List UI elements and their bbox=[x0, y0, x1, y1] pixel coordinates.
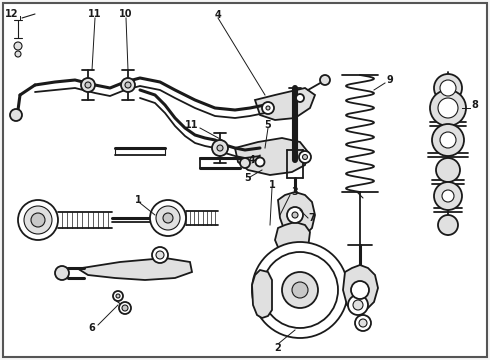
Circle shape bbox=[355, 315, 371, 331]
Circle shape bbox=[434, 74, 462, 102]
Circle shape bbox=[119, 302, 131, 314]
Text: 2: 2 bbox=[274, 343, 281, 353]
Circle shape bbox=[351, 281, 369, 299]
Circle shape bbox=[359, 319, 367, 327]
Text: 5: 5 bbox=[265, 120, 271, 130]
Text: 6: 6 bbox=[89, 323, 96, 333]
Polygon shape bbox=[235, 138, 308, 175]
Circle shape bbox=[299, 151, 311, 163]
Circle shape bbox=[116, 294, 120, 298]
Circle shape bbox=[442, 190, 454, 202]
Circle shape bbox=[55, 266, 69, 280]
Circle shape bbox=[15, 51, 21, 57]
Circle shape bbox=[10, 109, 22, 121]
Circle shape bbox=[296, 94, 304, 102]
Circle shape bbox=[125, 82, 131, 88]
Circle shape bbox=[156, 206, 180, 230]
Circle shape bbox=[212, 140, 228, 156]
Circle shape bbox=[432, 124, 464, 156]
Circle shape bbox=[440, 132, 456, 148]
Circle shape bbox=[266, 106, 270, 110]
Circle shape bbox=[24, 206, 52, 234]
Circle shape bbox=[18, 200, 58, 240]
Text: 11: 11 bbox=[88, 9, 102, 19]
Circle shape bbox=[430, 90, 466, 126]
Circle shape bbox=[320, 75, 330, 85]
Circle shape bbox=[438, 98, 458, 118]
Circle shape bbox=[440, 80, 456, 96]
Text: 11: 11 bbox=[185, 120, 199, 130]
Text: 8: 8 bbox=[471, 100, 478, 110]
Text: 4: 4 bbox=[215, 10, 221, 20]
Circle shape bbox=[262, 102, 274, 114]
Circle shape bbox=[262, 252, 338, 328]
Circle shape bbox=[113, 291, 123, 301]
Circle shape bbox=[438, 215, 458, 235]
Circle shape bbox=[122, 305, 128, 311]
Text: 7: 7 bbox=[309, 213, 316, 223]
Text: 1: 1 bbox=[269, 180, 275, 190]
Text: 9: 9 bbox=[387, 75, 393, 85]
Circle shape bbox=[14, 42, 22, 50]
Polygon shape bbox=[343, 265, 378, 312]
Circle shape bbox=[121, 78, 135, 92]
Circle shape bbox=[156, 251, 164, 259]
Circle shape bbox=[85, 82, 91, 88]
Circle shape bbox=[292, 212, 298, 218]
Circle shape bbox=[240, 158, 250, 168]
Circle shape bbox=[252, 242, 348, 338]
Circle shape bbox=[353, 300, 363, 310]
Circle shape bbox=[152, 247, 168, 263]
Circle shape bbox=[163, 213, 173, 223]
Polygon shape bbox=[278, 192, 315, 238]
Text: 4: 4 bbox=[248, 155, 255, 165]
Text: 1: 1 bbox=[135, 195, 142, 205]
Text: 10: 10 bbox=[119, 9, 133, 19]
Circle shape bbox=[436, 158, 460, 182]
Circle shape bbox=[81, 78, 95, 92]
Circle shape bbox=[255, 158, 265, 166]
FancyBboxPatch shape bbox=[3, 3, 487, 357]
Circle shape bbox=[282, 272, 318, 308]
Polygon shape bbox=[275, 222, 310, 258]
Circle shape bbox=[31, 213, 45, 227]
Polygon shape bbox=[255, 88, 315, 120]
Polygon shape bbox=[80, 258, 192, 280]
Circle shape bbox=[150, 200, 186, 236]
Text: 5: 5 bbox=[245, 173, 251, 183]
Circle shape bbox=[302, 154, 308, 159]
Circle shape bbox=[434, 182, 462, 210]
Polygon shape bbox=[252, 270, 272, 318]
Text: 3: 3 bbox=[292, 187, 298, 197]
Circle shape bbox=[348, 295, 368, 315]
Text: 12: 12 bbox=[5, 9, 19, 19]
Circle shape bbox=[217, 145, 223, 151]
Circle shape bbox=[292, 282, 308, 298]
Circle shape bbox=[287, 207, 303, 223]
